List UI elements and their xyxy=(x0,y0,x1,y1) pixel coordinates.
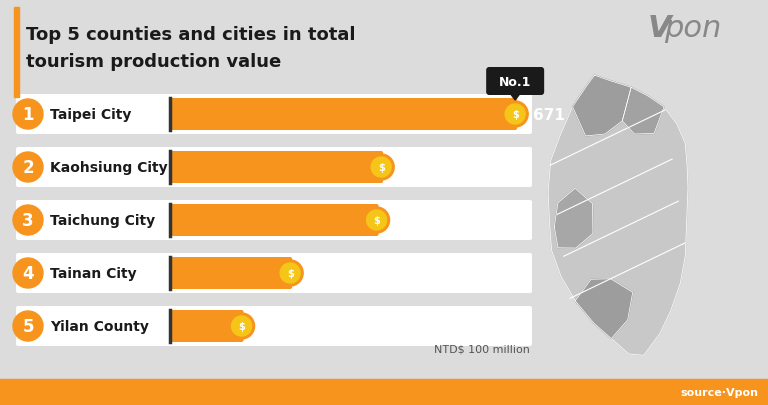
Polygon shape xyxy=(573,76,631,136)
FancyBboxPatch shape xyxy=(486,68,545,96)
Circle shape xyxy=(13,311,43,341)
Text: 2: 2 xyxy=(22,159,34,177)
Polygon shape xyxy=(575,279,633,339)
Text: 400: 400 xyxy=(395,213,426,228)
Text: 4: 4 xyxy=(22,264,34,282)
Text: $: $ xyxy=(378,162,385,173)
Circle shape xyxy=(229,313,254,339)
Circle shape xyxy=(371,158,391,177)
Circle shape xyxy=(502,102,528,128)
Text: Kaohsiung City: Kaohsiung City xyxy=(50,161,167,175)
Polygon shape xyxy=(554,189,593,248)
FancyBboxPatch shape xyxy=(170,205,379,237)
Text: 231: 231 xyxy=(308,266,340,281)
Text: 136: 136 xyxy=(260,319,291,334)
Polygon shape xyxy=(509,93,521,101)
Circle shape xyxy=(13,153,43,183)
Text: source·Vpon: source·Vpon xyxy=(680,387,758,397)
Text: Tainan City: Tainan City xyxy=(50,266,137,280)
Circle shape xyxy=(232,316,252,336)
Polygon shape xyxy=(548,76,688,356)
Text: $: $ xyxy=(238,321,245,331)
Text: Taipei City: Taipei City xyxy=(50,108,131,122)
Text: $: $ xyxy=(286,269,293,278)
Circle shape xyxy=(505,105,525,125)
FancyBboxPatch shape xyxy=(170,99,517,131)
FancyBboxPatch shape xyxy=(170,151,383,183)
Polygon shape xyxy=(622,88,664,134)
Circle shape xyxy=(363,207,389,233)
FancyBboxPatch shape xyxy=(16,254,532,293)
Text: 671: 671 xyxy=(533,107,565,122)
Bar xyxy=(0,379,768,405)
Text: NTD$ 100 million: NTD$ 100 million xyxy=(434,344,530,354)
Circle shape xyxy=(280,263,300,284)
Circle shape xyxy=(366,211,386,230)
Circle shape xyxy=(368,155,394,181)
Circle shape xyxy=(13,100,43,130)
FancyBboxPatch shape xyxy=(16,306,532,346)
Text: $: $ xyxy=(373,215,380,226)
Text: 5: 5 xyxy=(22,317,34,335)
Text: V: V xyxy=(648,13,672,43)
Text: tourism production value: tourism production value xyxy=(26,53,281,71)
Text: No.1: No.1 xyxy=(499,75,531,88)
Text: Yilan County: Yilan County xyxy=(50,319,149,333)
Text: $: $ xyxy=(511,110,518,120)
Circle shape xyxy=(13,205,43,235)
Text: Top 5 counties and cities in total: Top 5 counties and cities in total xyxy=(26,26,356,44)
Text: Taichung City: Taichung City xyxy=(50,213,155,228)
Text: 409: 409 xyxy=(399,160,431,175)
FancyBboxPatch shape xyxy=(170,310,243,342)
FancyBboxPatch shape xyxy=(16,200,532,241)
Text: pon: pon xyxy=(664,13,721,43)
Bar xyxy=(14,8,19,98)
FancyBboxPatch shape xyxy=(16,148,532,188)
FancyBboxPatch shape xyxy=(16,95,532,135)
FancyBboxPatch shape xyxy=(170,257,292,289)
Text: 3: 3 xyxy=(22,211,34,230)
Circle shape xyxy=(13,258,43,288)
Text: 1: 1 xyxy=(22,106,34,124)
Circle shape xyxy=(277,260,303,286)
